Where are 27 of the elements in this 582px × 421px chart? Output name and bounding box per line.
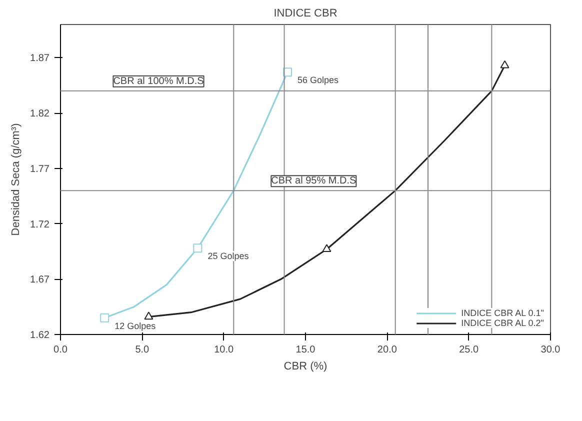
x-tick-label: 15.0 xyxy=(296,344,316,356)
annotation: 56 Golpes xyxy=(298,75,340,86)
point xyxy=(100,313,110,322)
y-tick-label: 1.77 xyxy=(30,164,50,175)
x-tick-label: 25.0 xyxy=(459,344,480,356)
x-tick-label: 30.0 xyxy=(540,344,561,356)
point xyxy=(322,244,332,252)
point xyxy=(500,60,510,68)
annotation: 12 Golpes xyxy=(114,320,156,331)
y-tick-label: 1.67 xyxy=(30,274,50,286)
x-tick-label: 5.0 xyxy=(135,344,150,356)
legend-label: INDICE CBR AL 0.1" xyxy=(461,308,544,318)
legend-label: INDICE CBR AL 0.2" xyxy=(461,318,544,328)
x-axis-title: CBR (%) xyxy=(284,360,328,372)
y-axis-title: Densidad Seca (g/cm³) xyxy=(10,123,22,236)
y-tick-label: 1.87 xyxy=(30,53,50,64)
point xyxy=(193,244,202,253)
x-tick-label: 10.0 xyxy=(214,344,234,356)
x-tick-label: 20.0 xyxy=(377,344,398,356)
x-tick-label: 0.0 xyxy=(54,344,68,356)
y-tick-label: 1.72 xyxy=(30,219,50,230)
annotation: 25 Golpes xyxy=(208,251,250,262)
ref-line-label: CBR al 100% M.D.S xyxy=(113,76,204,87)
y-tick-label: 1.62 xyxy=(30,330,50,341)
y-tick-label: 1.82 xyxy=(30,108,50,120)
chart-title: INDICE CBR xyxy=(274,8,338,20)
point xyxy=(144,312,154,320)
